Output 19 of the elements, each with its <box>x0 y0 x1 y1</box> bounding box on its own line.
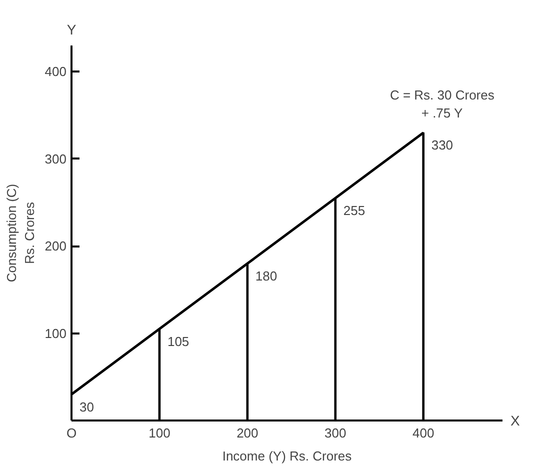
text: X <box>510 412 520 428</box>
x-axis-title: Income (Y) Rs. Crores <box>222 448 352 464</box>
data-label: 180 <box>255 268 278 284</box>
x-tick-label: 200 <box>236 426 258 440</box>
text: Y <box>66 22 77 38</box>
x-tick-label: O <box>66 426 77 440</box>
y-tick-label: 200 <box>44 238 67 254</box>
data-label: 30 <box>80 399 94 414</box>
data-label: 330 <box>431 138 454 153</box>
y-axis-title: Consumption (C) Rs. Crores <box>4 184 37 282</box>
x-tick-label: 400 <box>412 426 434 440</box>
y-tick-label: 100 <box>44 326 67 341</box>
annotation: C = Rs. 30 Crores + .75 Y <box>390 88 495 120</box>
y-tick-label: 400 <box>44 64 67 80</box>
x-tick-label: 300 <box>324 426 346 440</box>
y-tick-label: 300 <box>44 151 67 166</box>
data-label: 255 <box>343 203 366 218</box>
data-label: 105 <box>167 334 190 349</box>
x-tick-label: 100 <box>148 426 170 440</box>
